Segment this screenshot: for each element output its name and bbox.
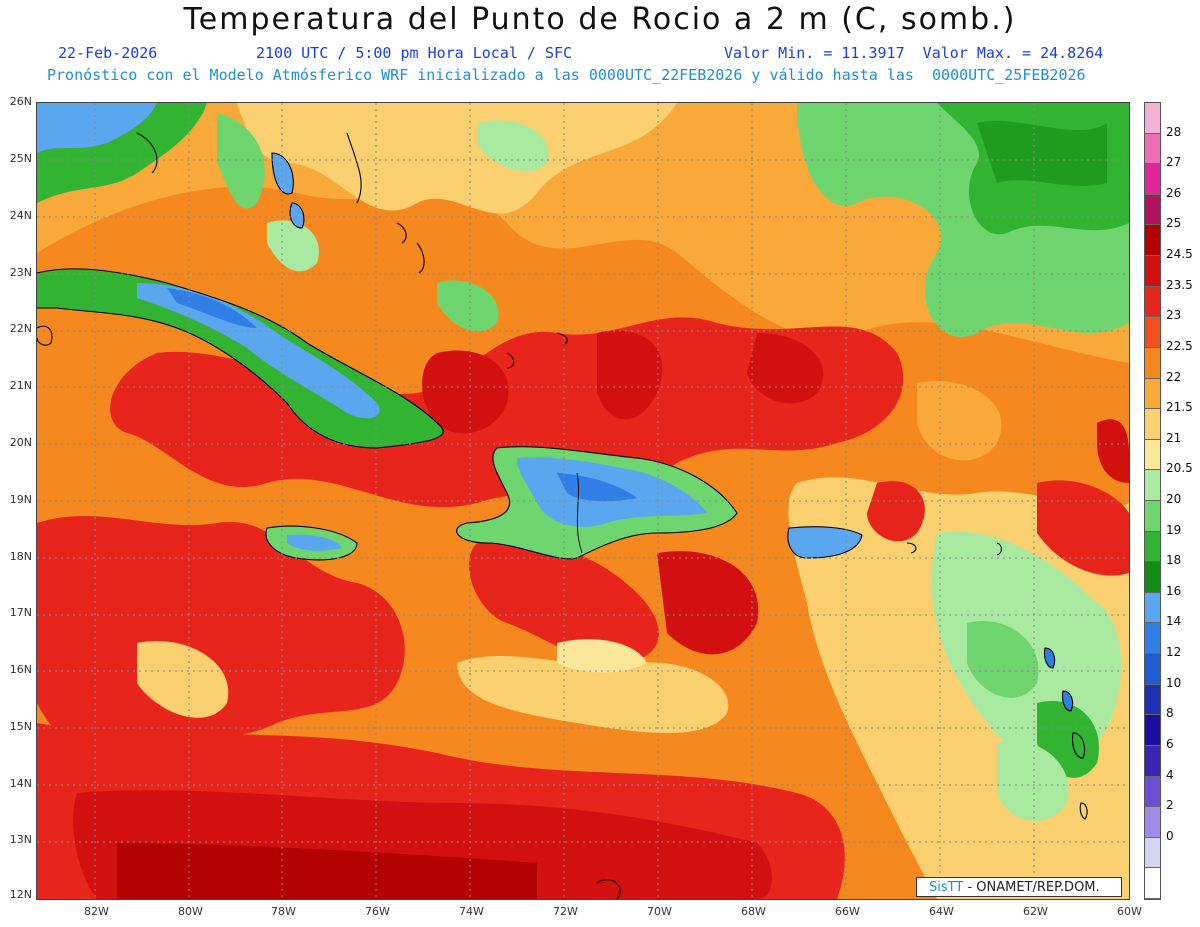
colorbar-segment — [1145, 776, 1160, 808]
colorbar-label: 14 — [1166, 614, 1182, 629]
colorbar-segment — [1145, 531, 1160, 563]
map-canvas — [37, 103, 1129, 899]
colorbar-label: 24.5 — [1166, 247, 1193, 262]
colorbar-label: 10 — [1166, 675, 1182, 690]
dewpoint-map — [36, 102, 1130, 900]
colorbar — [1144, 102, 1161, 900]
lat-label-21n: 21N — [9, 379, 32, 392]
colorbar-label: 21.5 — [1166, 400, 1193, 415]
colorbar-segment — [1145, 654, 1160, 685]
lat-label-15n: 15N — [9, 720, 32, 733]
lon-label-74w: 74W — [459, 905, 484, 918]
colorbar-label: 23 — [1166, 308, 1182, 323]
min-max-values: Valor Min. = 11.3917 Valor Max. = 24.826… — [724, 44, 1104, 62]
map-title: Temperatura del Punto de Rocio a 2 m (C,… — [183, 2, 1017, 37]
colorbar-label: 20.5 — [1166, 461, 1193, 476]
lon-label-82w: 82W — [84, 905, 109, 918]
colorbar-segment — [1145, 837, 1160, 869]
colorbar-segment — [1145, 194, 1160, 226]
colorbar-segment — [1145, 409, 1160, 440]
lat-label-16n: 16N — [9, 663, 32, 676]
colorbar-segment — [1145, 745, 1160, 777]
colorbar-label: 12 — [1166, 645, 1182, 660]
colorbar-segment — [1145, 225, 1160, 257]
colorbar-label: 27 — [1166, 155, 1182, 170]
colorbar-segment — [1145, 347, 1160, 379]
lon-label-76w: 76W — [365, 905, 390, 918]
colorbar-segment — [1145, 715, 1160, 746]
colorbar-label: 22.5 — [1166, 338, 1193, 353]
colorbar-label: 4 — [1166, 767, 1174, 782]
colorbar-segment — [1145, 164, 1160, 195]
colorbar-label: 28 — [1166, 124, 1182, 139]
colorbar-segment — [1145, 286, 1160, 318]
colorbar-label: 8 — [1166, 706, 1174, 721]
colorbar-segment — [1145, 470, 1160, 501]
colorbar-label: 16 — [1166, 583, 1182, 598]
lon-label-68w: 68W — [741, 905, 766, 918]
colorbar-segment — [1145, 807, 1160, 838]
colorbar-label: 25 — [1166, 216, 1182, 231]
colorbar-label: 18 — [1166, 553, 1182, 568]
lat-label-22n: 22N — [9, 322, 32, 335]
colorbar-segment — [1145, 592, 1160, 624]
colorbar-segment — [1145, 256, 1160, 287]
model-note: Pronóstico con el Modelo Atmósferico WRF… — [47, 66, 1086, 84]
lat-label-13n: 13N — [9, 833, 32, 846]
colorbar-label: 6 — [1166, 736, 1174, 751]
lon-label-80w: 80W — [178, 905, 203, 918]
colorbar-label: 21 — [1166, 430, 1182, 445]
colorbar-label: 20 — [1166, 492, 1182, 506]
colorbar-segment — [1145, 133, 1160, 165]
forecast-time: 2100 UTC / 5:00 pm Hora Local / SFC — [256, 44, 573, 62]
lat-label-19n: 19N — [9, 493, 32, 506]
lat-label-25n: 25N — [9, 152, 32, 165]
colorbar-segment — [1145, 439, 1160, 471]
lat-label-17n: 17N — [9, 606, 32, 619]
colorbar-label: 22 — [1166, 369, 1182, 384]
lon-label-66w: 66W — [835, 905, 860, 918]
colorbar-label: 19 — [1166, 522, 1182, 537]
lon-label-62w: 62W — [1023, 905, 1048, 918]
forecast-date: 22-Feb-2026 — [58, 44, 158, 62]
lon-label-64w: 64W — [929, 905, 954, 918]
lat-label-18n: 18N — [9, 550, 32, 563]
colorbar-label: 26 — [1166, 185, 1182, 200]
colorbar-label: 23.5 — [1166, 277, 1193, 292]
colorbar-segment — [1145, 501, 1160, 532]
credit-box: SisTT - ONAMET/REP.DOM. — [916, 877, 1122, 897]
colorbar-segment — [1145, 317, 1160, 348]
colorbar-segment — [1145, 378, 1160, 410]
colorbar-segment — [1145, 623, 1160, 655]
lat-label-23n: 23N — [9, 266, 32, 279]
colorbar-label: 0 — [1166, 828, 1174, 843]
sistt-logo: SisTT — [929, 880, 964, 895]
lon-label-78w: 78W — [271, 905, 296, 918]
lat-label-26n: 26N — [9, 95, 32, 108]
lat-label-14n: 14N — [9, 777, 32, 790]
colorbar-label: 2 — [1166, 798, 1174, 813]
colorbar-segment — [1145, 868, 1160, 899]
colorbar-segment — [1145, 562, 1160, 593]
colorbar-segment — [1145, 684, 1160, 716]
lon-label-72w: 72W — [553, 905, 578, 918]
lat-label-24n: 24N — [9, 209, 32, 222]
lat-label-20n: 20N — [9, 436, 32, 449]
lon-label-60w: 60W — [1117, 905, 1142, 918]
lon-label-70w: 70W — [647, 905, 672, 918]
credit-text: - ONAMET/REP.DOM. — [967, 880, 1100, 895]
colorbar-segment — [1145, 103, 1160, 134]
lat-label-12n: 12N — [9, 888, 32, 901]
